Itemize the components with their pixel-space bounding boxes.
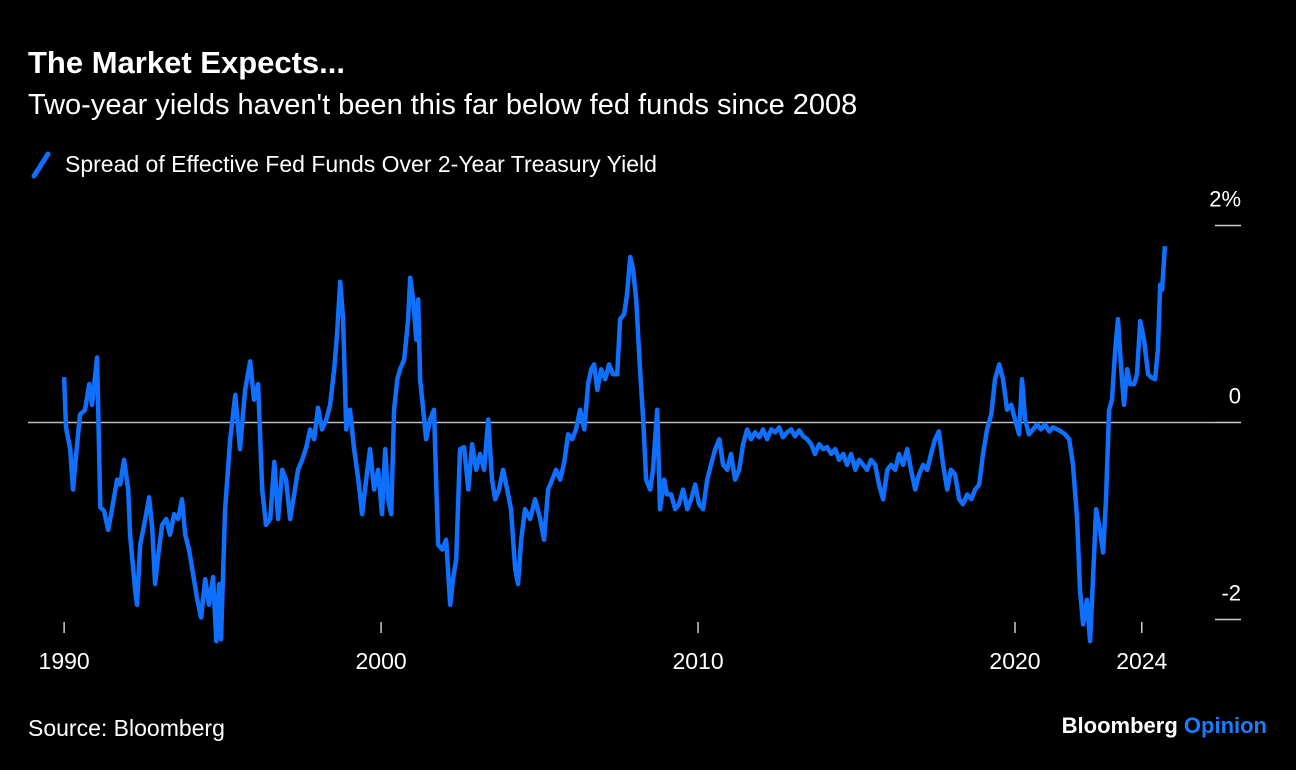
chart-subtitle: Two-year yields haven't been this far be… [28,89,857,121]
x-tick-label: 2024 [1116,648,1167,674]
source: Source: Bloomberg [28,715,225,741]
legend-swatch [31,151,51,179]
x-tick-label: 1990 [39,648,90,674]
y-tick-label: -2 [1221,580,1241,605]
brand-name: Bloomberg [1062,713,1178,738]
x-tick-label: 2000 [356,648,407,674]
series-line [61,246,1168,644]
x-tick-label: 2020 [989,648,1040,674]
chart-title: The Market Expects... [28,45,345,80]
brand-suffix: Opinion [1184,713,1267,738]
legend-label: Spread of Effective Fed Funds Over 2-Yea… [65,151,657,177]
y-tick-label: 0 [1229,384,1241,409]
x-tick-label: 2010 [672,648,723,674]
brand: Bloomberg Opinion [1062,713,1267,738]
y-tick-label: 2% [1209,187,1241,212]
